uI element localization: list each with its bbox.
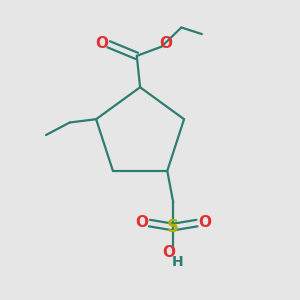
- Text: O: O: [136, 214, 149, 230]
- Text: S: S: [167, 218, 179, 236]
- Text: O: O: [95, 35, 108, 50]
- Text: O: O: [162, 244, 175, 260]
- Text: O: O: [198, 214, 211, 230]
- Text: O: O: [159, 36, 172, 51]
- Text: H: H: [172, 255, 184, 269]
